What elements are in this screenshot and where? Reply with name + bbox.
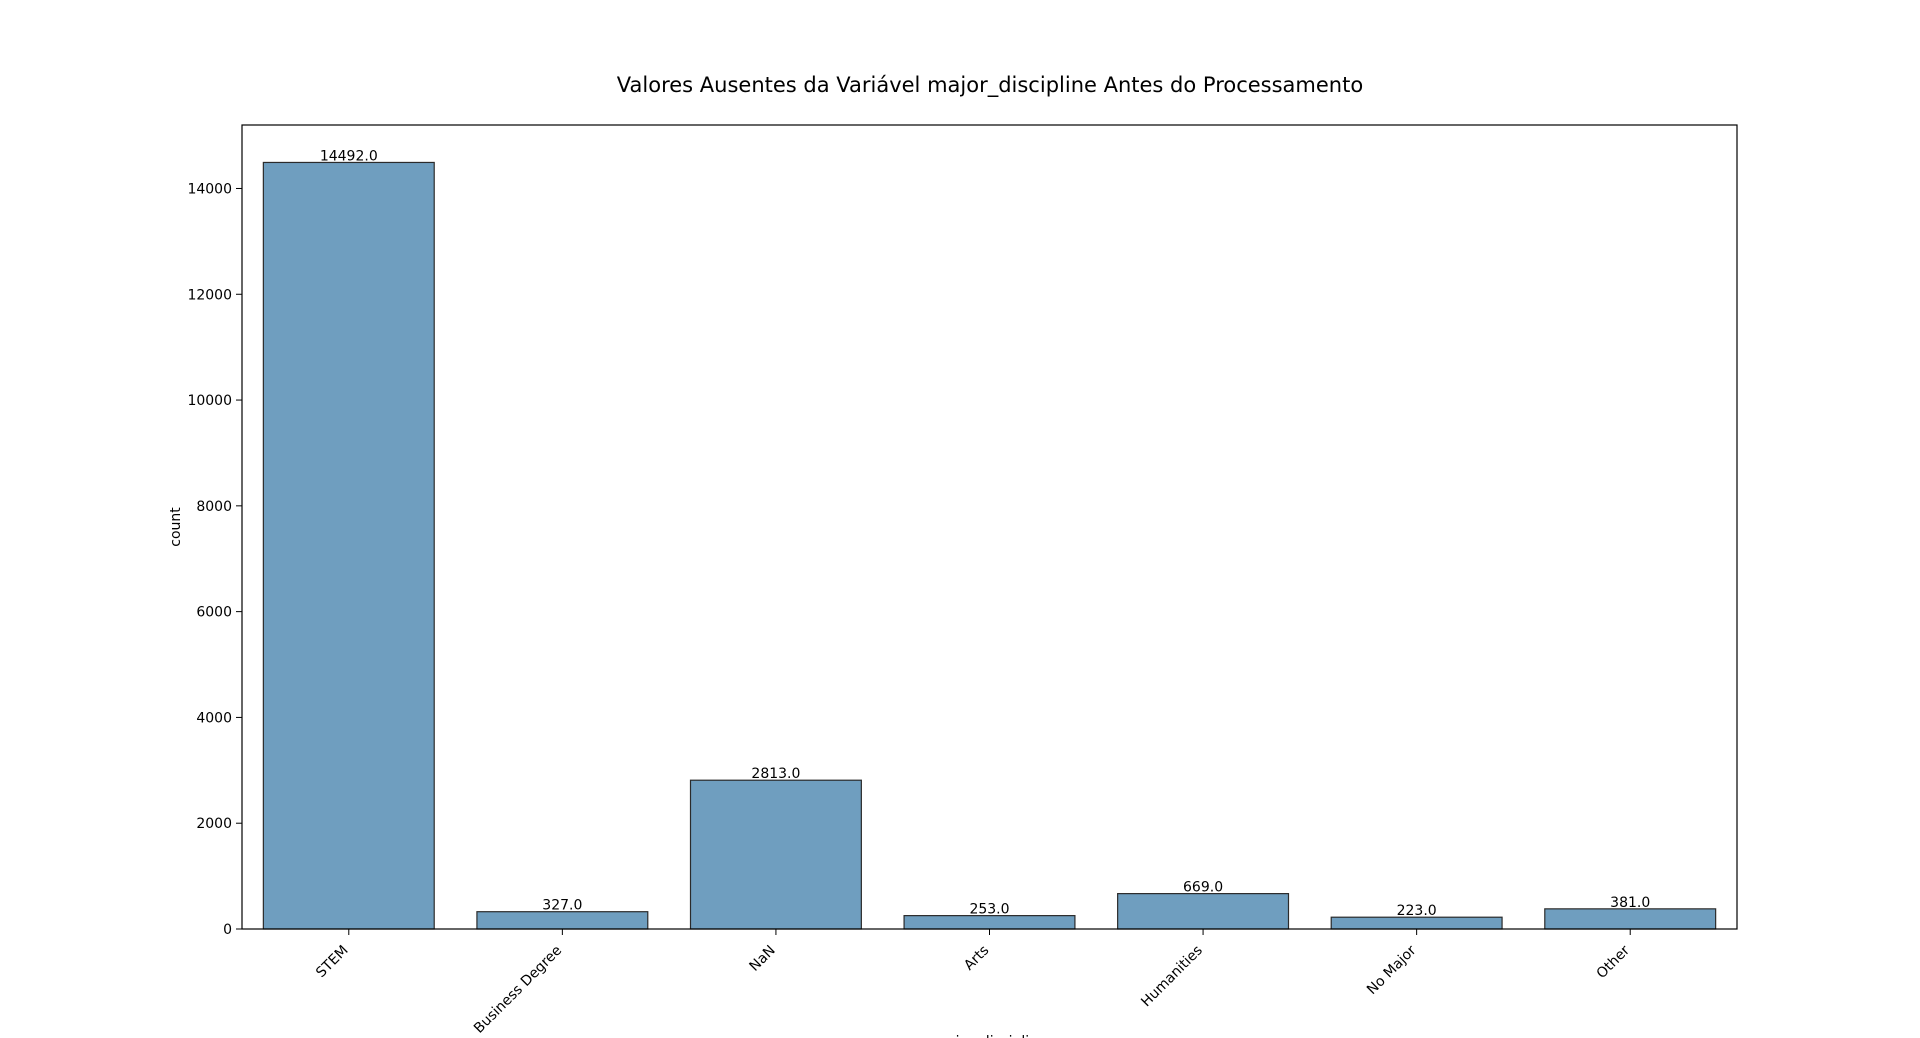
x-axis-label: major_discipline (933, 1034, 1046, 1038)
bars-group: 14492.0 327.0 2813.0 253.0 669.0 223.0 381.0 (262, 148, 1717, 930)
y-axis: 0 2000 4000 6000 8000 10000 12000 14000 (187, 181, 242, 938)
bar (689, 779, 862, 930)
y-tick-label: 4000 (196, 710, 232, 726)
y-tick-label: 2000 (196, 816, 232, 832)
x-tick-label: No Major (1364, 942, 1420, 998)
bar (1544, 908, 1717, 930)
chart-title: Valores Ausentes da Variável major_disci… (617, 73, 1363, 98)
x-tick-label: NaN (747, 943, 779, 975)
data-label: 223.0 (1397, 903, 1437, 919)
bar (903, 915, 1076, 930)
y-axis-label: count (168, 507, 184, 547)
data-label: 327.0 (542, 898, 582, 914)
data-label: 14492.0 (320, 148, 378, 164)
x-tick-label: Business Degree (471, 943, 565, 1037)
y-tick-label: 12000 (187, 287, 232, 303)
x-tick-label: Other (1594, 942, 1634, 982)
data-label: 2813.0 (751, 766, 800, 782)
plot-frame (241, 124, 1738, 930)
y-tick-label: 10000 (187, 393, 232, 409)
x-tick-label: Arts (961, 943, 992, 974)
data-label: 669.0 (1183, 880, 1223, 896)
y-tick-label: 6000 (196, 605, 232, 621)
y-tick-label: 0 (223, 922, 232, 938)
bar (476, 911, 649, 930)
y-tick-label: 14000 (187, 181, 232, 197)
bar (1117, 893, 1290, 930)
x-tick-label: Humanities (1138, 943, 1206, 1011)
x-axis: STEM Business Degree NaN Arts Humanities No M… (313, 929, 1633, 1037)
bar (262, 161, 435, 930)
y-tick-label: 8000 (196, 499, 232, 515)
data-label: 381.0 (1610, 895, 1650, 911)
data-label: 253.0 (969, 902, 1009, 918)
x-tick-label: STEM (313, 943, 351, 981)
